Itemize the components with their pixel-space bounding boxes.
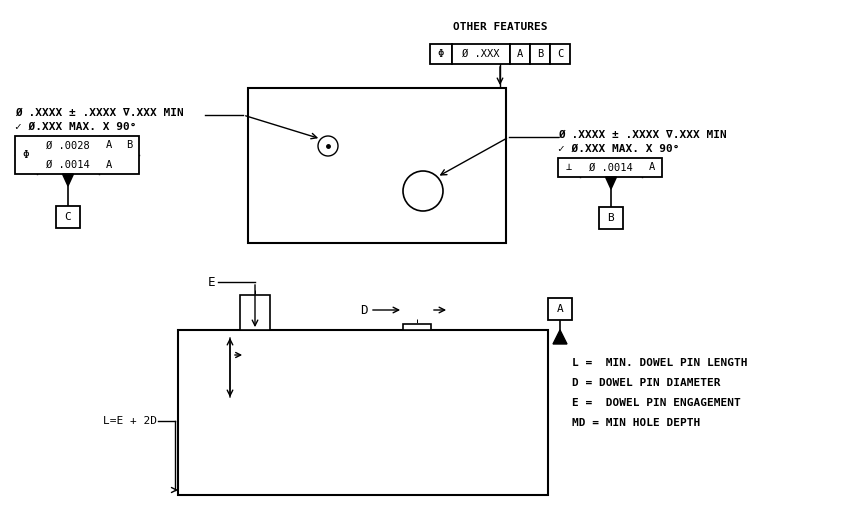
Text: OTHER FEATURES: OTHER FEATURES bbox=[453, 22, 547, 32]
Bar bbox=[558, 158, 662, 177]
Text: Ø .0014: Ø .0014 bbox=[589, 163, 632, 173]
Text: MD = MIN HOLE DEPTH: MD = MIN HOLE DEPTH bbox=[572, 418, 700, 428]
Text: E: E bbox=[208, 276, 215, 289]
Text: B: B bbox=[607, 213, 614, 223]
Bar bbox=[548, 298, 572, 320]
Text: Φ: Φ bbox=[22, 150, 29, 160]
Text: ✓ Ø.XXX MAX. X 90°: ✓ Ø.XXX MAX. X 90° bbox=[15, 122, 137, 132]
Bar bbox=[430, 44, 452, 64]
Text: D: D bbox=[360, 303, 368, 316]
Bar bbox=[240, 295, 270, 330]
Bar bbox=[530, 44, 550, 64]
Text: L =  MIN. DOWEL PIN LENGTH: L = MIN. DOWEL PIN LENGTH bbox=[572, 358, 747, 368]
Polygon shape bbox=[553, 330, 567, 344]
Text: Ø .0014: Ø .0014 bbox=[46, 160, 90, 169]
Text: A: A bbox=[517, 49, 523, 59]
Bar bbox=[403, 324, 431, 330]
Text: E =  DOWEL PIN ENGAGEMENT: E = DOWEL PIN ENGAGEMENT bbox=[572, 398, 740, 408]
Bar bbox=[599, 207, 623, 229]
Polygon shape bbox=[606, 177, 617, 189]
Text: L=E + 2D: L=E + 2D bbox=[103, 416, 157, 426]
Bar bbox=[550, 44, 570, 64]
Text: B: B bbox=[126, 141, 132, 151]
Text: Ø .XXXX ± .XXXX ∇.XXX MIN: Ø .XXXX ± .XXXX ∇.XXX MIN bbox=[15, 108, 184, 118]
Text: A: A bbox=[106, 160, 112, 169]
Polygon shape bbox=[62, 174, 73, 186]
Text: A: A bbox=[106, 141, 112, 151]
Bar bbox=[452, 44, 510, 64]
Text: A: A bbox=[649, 163, 655, 173]
Text: Ø .XXXX ± .XXXX ∇.XXX MIN: Ø .XXXX ± .XXXX ∇.XXX MIN bbox=[558, 130, 727, 140]
Text: B: B bbox=[537, 49, 543, 59]
Text: ⊥: ⊥ bbox=[566, 163, 572, 173]
Bar bbox=[15, 136, 139, 174]
Bar bbox=[510, 44, 530, 64]
Bar bbox=[248, 88, 506, 243]
Text: ✓ Ø.XXX MAX. X 90°: ✓ Ø.XXX MAX. X 90° bbox=[558, 144, 679, 154]
Text: A: A bbox=[556, 304, 563, 314]
Text: C: C bbox=[65, 212, 72, 222]
Bar bbox=[56, 206, 80, 228]
Text: Φ: Φ bbox=[438, 49, 444, 59]
Text: Ø .XXX: Ø .XXX bbox=[462, 49, 499, 59]
Text: C: C bbox=[557, 49, 563, 59]
Bar bbox=[178, 330, 548, 495]
Text: Ø .0028: Ø .0028 bbox=[46, 141, 90, 151]
Text: D = DOWEL PIN DIAMETER: D = DOWEL PIN DIAMETER bbox=[572, 378, 721, 388]
